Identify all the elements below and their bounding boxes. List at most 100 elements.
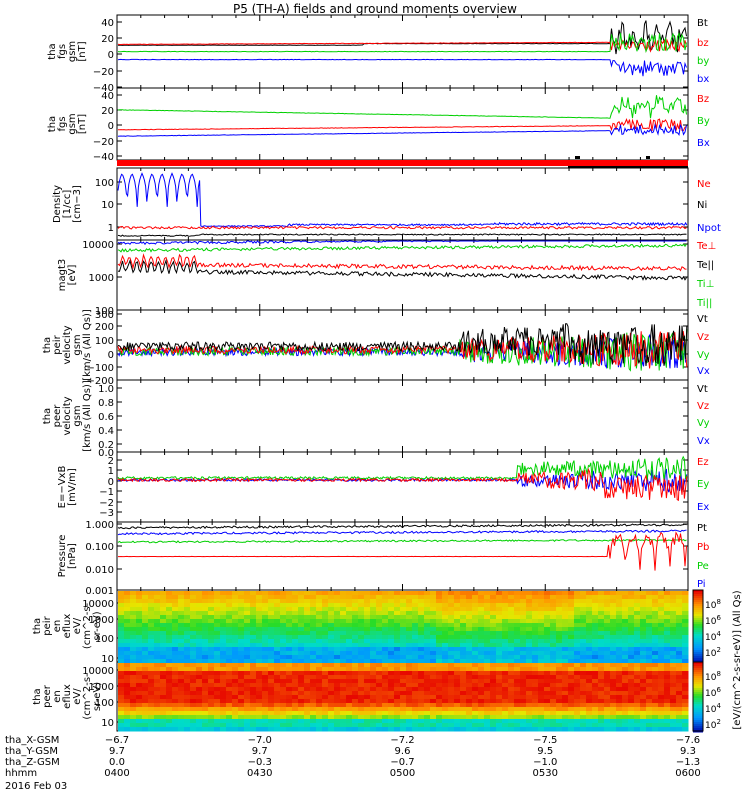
spectrogram-cell (130, 619, 137, 624)
spectrogram-cell (490, 619, 497, 624)
spectrogram-cell (352, 695, 359, 700)
spectrogram-cell (382, 619, 389, 624)
spectrogram-cell (622, 695, 629, 700)
xaxis-z-value: 0.0 (109, 757, 125, 768)
spectrogram-cell (190, 699, 197, 704)
spectrogram-cell (154, 719, 161, 724)
spectrogram-cell (136, 707, 143, 712)
spectrogram-cell (304, 695, 311, 700)
pt-line (117, 523, 687, 530)
spectrogram-cell (394, 703, 401, 708)
panel-4-ytick-label: 10000 (82, 240, 114, 251)
spectrogram-cell (580, 711, 587, 716)
spectrogram-cell (304, 643, 311, 648)
spectrogram-cell (130, 727, 137, 732)
spectrogram-cell (310, 611, 317, 616)
spectrogram-cell (628, 671, 635, 676)
spectrogram-cell (244, 599, 251, 604)
spectrogram-cell (394, 599, 401, 604)
spectrogram-cell (346, 643, 353, 648)
spectrogram-cell (406, 655, 413, 660)
spectrogram-cell (496, 603, 503, 608)
spectrogram-cell (370, 675, 377, 680)
spectrogram-cell (652, 663, 659, 668)
spectrogram-cell (430, 639, 437, 644)
spectrogram-cell (610, 623, 617, 628)
spectrogram-cell (244, 675, 251, 680)
spectrogram-cell (682, 631, 689, 636)
spectrogram-cell (514, 647, 521, 652)
spectrogram-cell (640, 655, 647, 660)
spectrogram-cell (190, 651, 197, 656)
colorbar-swatch (693, 688, 703, 691)
spectrogram-cell (184, 675, 191, 680)
spectrogram-cell (652, 643, 659, 648)
spectrogram-cell (232, 691, 239, 696)
spectrogram-cell (550, 591, 557, 596)
spectrogram-cell (286, 631, 293, 636)
spectrogram-cell (616, 639, 623, 644)
spectrogram-cell (664, 671, 671, 676)
spectrogram-cell (520, 631, 527, 636)
spectrogram-cell (250, 627, 257, 632)
spectrogram-cell (610, 695, 617, 700)
spectrogram-cell (220, 603, 227, 608)
spectrogram-cell (178, 623, 185, 628)
spectrogram-cell (256, 687, 263, 692)
spectrogram-cell (226, 691, 233, 696)
spectrogram-cell (472, 723, 479, 728)
spectrogram-cell (430, 715, 437, 720)
spectrogram-cell (232, 679, 239, 684)
spectrogram-cell (652, 627, 659, 632)
spectrogram-cell (286, 615, 293, 620)
spectrogram-cell (652, 591, 659, 596)
spectrogram-cell (328, 591, 335, 596)
spectrogram-cell (388, 623, 395, 628)
spectrogram-cell (256, 691, 263, 696)
spectrogram-cell (448, 643, 455, 648)
spectrogram-cell (430, 627, 437, 632)
panel-2-legend-0: Bz (697, 94, 709, 105)
spectrogram-cell (292, 663, 299, 668)
spectrogram-cell (550, 687, 557, 692)
spectrogram-cell (562, 619, 569, 624)
spectrogram-cell (124, 699, 131, 704)
xaxis-row-label: hhmm (5, 768, 37, 779)
spectrogram-cell (238, 647, 245, 652)
spectrogram-cell (292, 591, 299, 596)
spectrogram-cell (574, 643, 581, 648)
spectrogram-cell (514, 599, 521, 604)
spectrogram-cell (292, 671, 299, 676)
spectrogram-cell (274, 667, 281, 672)
npot-line (117, 172, 688, 228)
spectrogram-cell (556, 603, 563, 608)
spectrogram-cell (592, 683, 599, 688)
spectrogram-cell (562, 703, 569, 708)
spectrogram-cell (160, 667, 167, 672)
spectrogram-cell (664, 723, 671, 728)
panel-4-ytick-label: 1000 (89, 273, 114, 284)
spectrogram-cell (640, 599, 647, 604)
spectrogram-cell (124, 619, 131, 624)
spectrogram-cell (292, 691, 299, 696)
spectrogram-cell (184, 683, 191, 688)
spectrogram-cell (664, 655, 671, 660)
spectrogram-cell (220, 675, 227, 680)
spectrogram-cell (544, 643, 551, 648)
spectrogram-cell (190, 595, 197, 600)
spectrogram-cell (526, 679, 533, 684)
panel-2-ytick-label: 20 (101, 106, 114, 117)
spectrogram-cell (448, 707, 455, 712)
spectrogram-cell (166, 615, 173, 620)
spectrogram-cell (412, 703, 419, 708)
spectrogram-cell (424, 651, 431, 656)
spectrogram-cell (184, 599, 191, 604)
colorbar-swatch (693, 664, 703, 667)
spectrogram-cell (400, 639, 407, 644)
spectrogram-cell (604, 603, 611, 608)
spectrogram-cell (316, 647, 323, 652)
spectrogram-cell (292, 715, 299, 720)
spectrogram-cell (424, 683, 431, 688)
spectrogram-cell (400, 679, 407, 684)
spectrogram-cell (166, 655, 173, 660)
